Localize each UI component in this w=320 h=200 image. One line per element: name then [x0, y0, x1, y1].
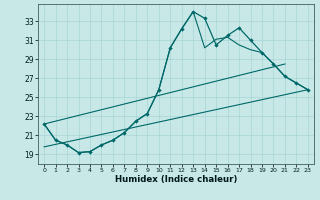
X-axis label: Humidex (Indice chaleur): Humidex (Indice chaleur) [115, 175, 237, 184]
